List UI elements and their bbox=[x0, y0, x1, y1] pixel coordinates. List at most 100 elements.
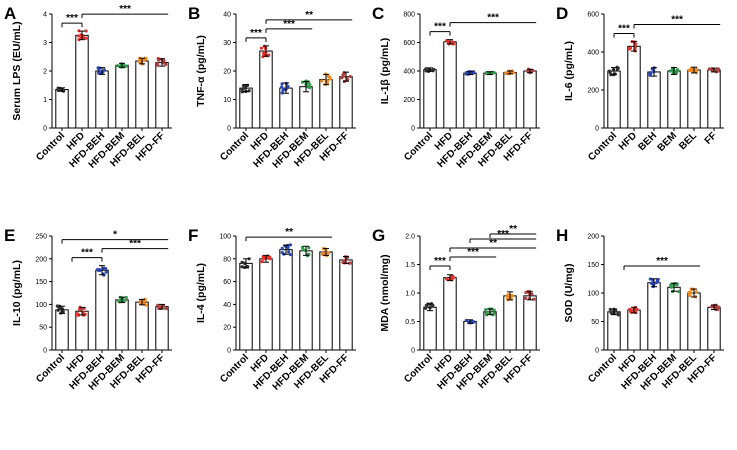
y-tick-label: 0 bbox=[227, 348, 231, 355]
y-tick-label: 50 bbox=[39, 325, 47, 332]
bar bbox=[75, 34, 89, 129]
panel-a: A 0 1 2 3 4 Serum LPS (EU/mL) Control HFD HFD-BE… bbox=[0, 0, 184, 222]
data-point bbox=[676, 289, 681, 294]
y-tick-label: 3 bbox=[43, 40, 47, 47]
data-point bbox=[450, 40, 454, 44]
x-tick-label: Control bbox=[34, 352, 67, 385]
panel-f: F 0 20 40 60 80 100 IL-4 (pg/mL) Control HFD HFD-… bbox=[184, 222, 368, 445]
panel-b: B 0 10 20 30 40 TNF-α (pg/mL) Control HFD HFD-BE… bbox=[184, 0, 368, 222]
data-point bbox=[445, 39, 450, 43]
y-axis-label: MDA (nmol/mg) bbox=[379, 254, 391, 331]
data-point bbox=[84, 29, 88, 33]
bar bbox=[299, 250, 313, 351]
data-point bbox=[628, 46, 633, 50]
data-point bbox=[288, 253, 293, 257]
panel-letter: B bbox=[188, 4, 201, 23]
y-tick-label: 20 bbox=[223, 69, 231, 76]
y-tick-label: 0 bbox=[43, 348, 47, 355]
data-point bbox=[75, 313, 80, 317]
bar bbox=[503, 295, 517, 351]
data-point bbox=[716, 305, 720, 309]
bar bbox=[279, 249, 293, 351]
data-point bbox=[629, 310, 633, 314]
data-point bbox=[432, 67, 436, 71]
data-point bbox=[320, 79, 324, 83]
y-tick-label: 150 bbox=[35, 279, 47, 286]
data-point bbox=[616, 313, 620, 317]
data-point bbox=[505, 293, 510, 298]
y-tick-label: 250 bbox=[35, 234, 47, 241]
data-point bbox=[425, 303, 429, 307]
data-point bbox=[451, 276, 455, 280]
data-point bbox=[675, 283, 679, 287]
y-axis-label: TNF-α (pg/mL) bbox=[195, 35, 207, 107]
bar bbox=[299, 86, 313, 129]
data-point bbox=[77, 38, 81, 42]
data-point bbox=[287, 250, 291, 254]
bar bbox=[627, 309, 641, 351]
bar bbox=[423, 306, 437, 351]
data-point bbox=[307, 86, 312, 90]
significance-label: ** bbox=[305, 10, 313, 21]
data-point bbox=[347, 261, 351, 265]
data-point bbox=[138, 301, 142, 305]
data-point bbox=[301, 248, 305, 252]
data-point bbox=[259, 46, 264, 50]
significance-label: ** bbox=[489, 238, 497, 249]
bar bbox=[55, 89, 69, 129]
data-point bbox=[156, 58, 161, 62]
bar bbox=[523, 295, 537, 351]
x-tick-label: Control bbox=[402, 352, 435, 385]
y-tick-label: 60 bbox=[223, 279, 231, 286]
y-tick-label: 200 bbox=[403, 97, 415, 104]
y-axis-label: IL-4 (pg/mL) bbox=[195, 263, 207, 323]
data-point bbox=[280, 250, 284, 255]
data-point bbox=[423, 306, 428, 311]
y-tick-label: 0.5 bbox=[405, 319, 415, 326]
data-point bbox=[280, 82, 284, 86]
data-point bbox=[56, 308, 60, 312]
data-point bbox=[240, 87, 244, 91]
data-point bbox=[158, 305, 162, 309]
bar bbox=[423, 69, 437, 129]
significance-label: *** bbox=[656, 256, 668, 267]
data-point bbox=[137, 60, 141, 64]
y-tick-label: 100 bbox=[35, 302, 47, 309]
data-point bbox=[240, 260, 244, 264]
bar bbox=[155, 306, 169, 351]
data-point bbox=[715, 68, 720, 73]
y-axis-label: SOD (U/mg) bbox=[563, 264, 575, 323]
significance-label: *** bbox=[129, 239, 141, 250]
panel-e: E 0 50 100 150 200 250 IL-10 (pg/mL) Control HFD… bbox=[0, 222, 184, 445]
data-point bbox=[96, 267, 100, 272]
y-tick-label: 0 bbox=[227, 126, 231, 133]
y-axis-label: IL-1β (pg/mL) bbox=[379, 38, 391, 104]
data-point bbox=[103, 266, 108, 271]
bar bbox=[687, 69, 701, 129]
y-tick-label: 400 bbox=[587, 50, 599, 57]
data-point bbox=[164, 307, 169, 311]
bar bbox=[667, 286, 681, 351]
y-tick-label: 30 bbox=[223, 40, 231, 47]
x-tick-label: Control bbox=[586, 352, 619, 385]
bar bbox=[707, 69, 721, 129]
data-point bbox=[286, 84, 290, 89]
data-point bbox=[124, 295, 128, 300]
y-tick-label: 80 bbox=[223, 256, 231, 263]
data-point bbox=[307, 246, 311, 250]
bar bbox=[523, 70, 537, 129]
bar bbox=[319, 251, 333, 351]
data-point bbox=[240, 90, 244, 94]
data-point bbox=[688, 68, 692, 72]
bar bbox=[95, 269, 109, 351]
y-tick-label: 0 bbox=[43, 126, 47, 133]
significance-label: *** bbox=[81, 248, 93, 259]
data-point bbox=[76, 34, 81, 38]
data-point bbox=[104, 270, 108, 274]
data-point bbox=[694, 69, 698, 73]
y-tick-label: 40 bbox=[223, 12, 231, 19]
x-tick-label: Control bbox=[218, 130, 251, 163]
